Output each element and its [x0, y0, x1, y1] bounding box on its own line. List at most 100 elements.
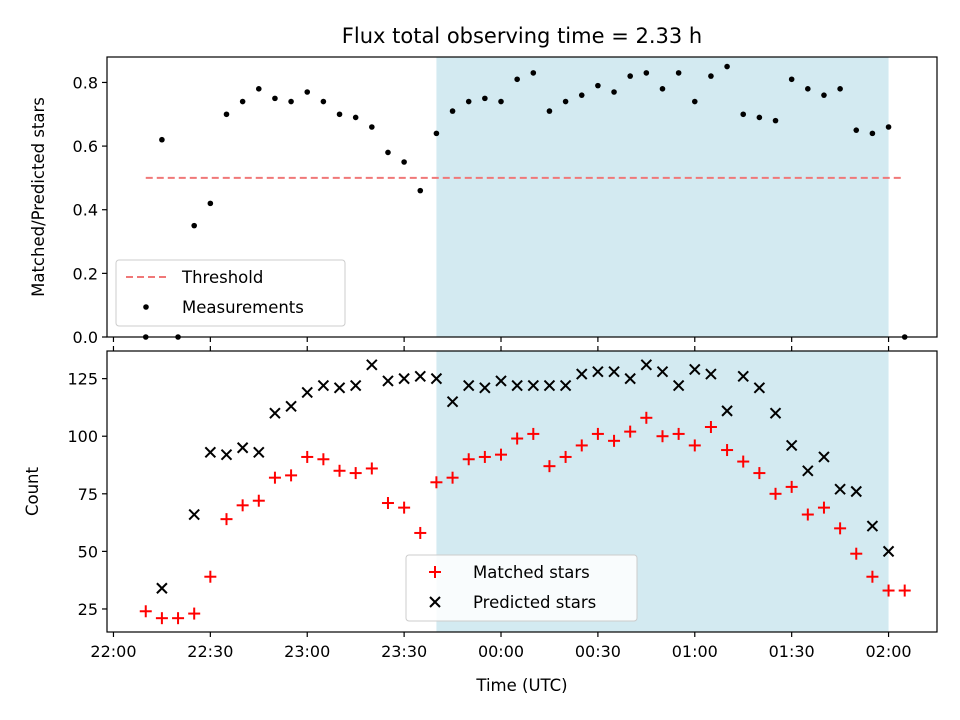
measurement-point	[805, 86, 811, 92]
predicted-star-d2	[608, 366, 620, 378]
measurement-point	[853, 127, 860, 133]
matched-star-point	[495, 448, 508, 461]
measurement-point	[207, 200, 214, 207]
matched-star-point	[236, 499, 249, 512]
predicted-star-d2	[333, 382, 346, 394]
matched-star-point	[317, 453, 330, 466]
measurement-point	[546, 108, 553, 114]
matched-star-point	[252, 494, 265, 507]
measurement-point	[352, 114, 359, 121]
matched-star-point	[656, 430, 669, 443]
matched-star-point	[365, 462, 378, 475]
matched-star-point	[882, 584, 895, 597]
ratio-panel: 0.00.20.40.60.8 Matched/Predicted stars …	[29, 56, 938, 351]
y-tick-label-ratio: 0.6	[73, 137, 98, 156]
x-tick-label-time: 23:30	[381, 642, 427, 661]
measurement-point	[821, 92, 827, 98]
predicted-star-point	[802, 465, 814, 477]
predicted-star-d2	[382, 375, 394, 387]
matched-star-point	[398, 501, 411, 514]
matched-star-point	[511, 432, 524, 445]
measurement-point	[320, 98, 327, 105]
matched-star-point	[737, 455, 750, 468]
predicted-star-d2	[834, 483, 846, 495]
predicted-star-point	[640, 359, 653, 371]
predicted-star-point	[463, 379, 475, 392]
predicted-star-d2	[785, 439, 798, 452]
y-axis-ratio: 0.0 0.2 0.4 0.6 0.8	[73, 73, 107, 347]
count-panel-frame	[106, 350, 938, 633]
predicted-star-d2	[576, 368, 588, 380]
predicted-star-point	[236, 442, 249, 454]
measurement-point	[885, 124, 892, 130]
matched-star-point	[688, 439, 701, 452]
ratio-axis-label: Matched/Predicted stars	[29, 97, 48, 297]
predicted-star-point	[511, 379, 523, 392]
predicted-star-point	[188, 508, 200, 521]
predicted-star-d2	[737, 370, 749, 383]
predicted-star-point	[689, 363, 701, 376]
predicted-star-point	[301, 386, 313, 399]
predicted-star-d2	[366, 359, 378, 371]
predicted-star-point	[608, 366, 620, 378]
x-tick-label-time: 00:30	[575, 642, 621, 661]
predicted-star-point	[220, 448, 233, 461]
measurement-point	[869, 130, 876, 137]
predicted-star-point	[156, 582, 168, 594]
matched-star-point	[478, 450, 491, 463]
x-tick-label-time: 01:00	[672, 642, 718, 661]
predicted-star-d2	[882, 545, 895, 558]
matched-star-point	[672, 427, 685, 440]
measurement-point	[611, 89, 617, 95]
measurement-point	[159, 136, 165, 143]
matched-star-point	[817, 501, 830, 514]
measurement-point	[288, 98, 294, 105]
y-tick-label-count: 25	[78, 600, 98, 619]
predicted-star-d2	[818, 451, 830, 463]
predicted-star-point	[382, 375, 394, 387]
matched-star-point	[220, 513, 233, 526]
measurement-point	[336, 111, 343, 118]
count-legend: Matched stars Predicted stars	[405, 554, 638, 622]
predicted-star-d2	[495, 375, 507, 387]
predicted-star-d2	[689, 363, 701, 376]
predicted-star-point	[576, 368, 588, 380]
predicted-star-point	[753, 382, 766, 394]
measurement-point	[708, 73, 714, 79]
predicted-star-d2	[850, 485, 862, 498]
matched-star-point	[850, 547, 863, 560]
predicted-star-d2	[446, 395, 459, 408]
predicted-star-d2	[220, 448, 233, 461]
x-tick-label-time: 22:30	[187, 642, 233, 661]
predicted-star-point	[818, 451, 830, 463]
predicted-star-d2	[430, 372, 443, 385]
predicted-star-d2	[624, 372, 636, 385]
matched-star-point	[285, 469, 298, 482]
measurement-point	[417, 187, 424, 194]
matched-star-point	[543, 460, 556, 473]
measurement-points	[142, 63, 908, 340]
predicted-star-point	[721, 405, 733, 417]
matched-star-point	[204, 570, 217, 583]
legend-measurement-swatch	[143, 304, 149, 310]
predicted-star-d2	[269, 407, 281, 419]
matched-star-point	[172, 612, 185, 625]
predicted-star-d2	[349, 379, 362, 392]
matched-star-point	[753, 467, 766, 480]
measurement-point	[772, 117, 779, 124]
measurement-point	[304, 89, 311, 95]
matched-star-point	[866, 570, 879, 583]
predicted-star-d2	[753, 382, 766, 394]
predicted-star-d2	[511, 379, 523, 392]
predicted-star-d2	[204, 446, 217, 459]
y-tick-label-ratio: 0.8	[73, 73, 98, 92]
predicted-star-point	[446, 395, 459, 408]
predicted-star-d2	[640, 359, 653, 371]
measurement-point	[643, 70, 650, 76]
predicted-star-d2	[188, 508, 200, 521]
predicted-star-point	[705, 368, 717, 380]
matched-star-point	[188, 607, 201, 620]
matched-star-point	[608, 434, 621, 447]
ratio-legend: Threshold Measurements	[115, 259, 346, 327]
predicted-star-point	[285, 400, 297, 412]
